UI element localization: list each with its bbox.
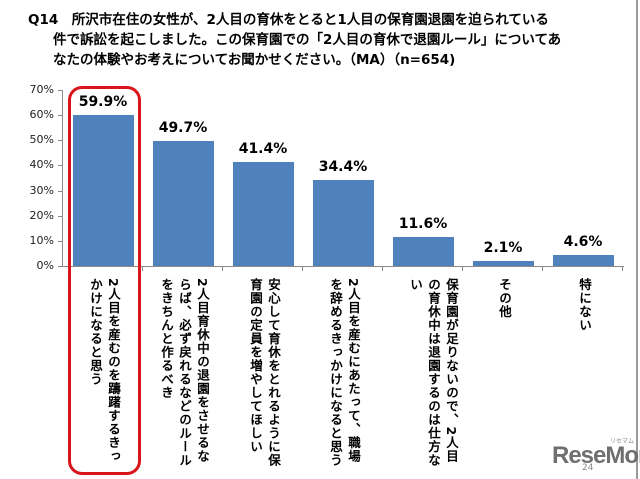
y-axis-mark — [58, 191, 63, 192]
title-line-1: Q14 所沢市在住の女性が、2人目の育休をとると1人目の保育園退園を迫られている — [28, 12, 549, 28]
y-tick-40: 40% — [29, 158, 54, 171]
x-axis-mark — [222, 266, 223, 271]
x-axis-mark — [302, 266, 303, 271]
value-label-4: 11.6% — [398, 216, 448, 232]
x-axis-mark — [622, 266, 623, 271]
category-label-1: 2人目育休中の退園をさせるならば、必ず戻れるなどのルールをきちんと作るべき — [159, 278, 210, 467]
bar-3 — [313, 180, 374, 266]
value-label-2: 41.4% — [238, 141, 288, 157]
bar-5 — [473, 261, 534, 266]
x-axis-mark — [142, 266, 143, 271]
y-axis-mark — [58, 115, 63, 116]
category-label-5: その他 — [497, 278, 512, 319]
bar-0 — [73, 115, 134, 266]
y-tick-60: 60% — [29, 108, 54, 121]
title-line-2: 件で訴訟を起こしました。この保育園での「2人目の育休で退園ルール」についてあ — [53, 32, 562, 48]
chart-title: Q14 所沢市在住の女性が、2人目の育休をとると1人目の保育園退園を迫られている… — [28, 10, 628, 70]
y-axis-mark — [58, 165, 63, 166]
y-axis-mark — [58, 140, 63, 141]
y-tick-50: 50% — [29, 133, 54, 146]
x-axis-mark — [462, 266, 463, 271]
category-label-6: 特にない — [577, 278, 592, 332]
value-label-0: 59.9% — [78, 94, 128, 110]
slide-border — [636, 0, 638, 479]
value-label-5: 2.1% — [483, 240, 523, 256]
category-label-0: 2人目を産むのを躊躇するきっかけになると思う — [88, 278, 121, 464]
category-label-3: 2人目を産むにあたって、職場を辞めるきっかけになると思う — [328, 278, 361, 467]
x-axis-mark — [382, 266, 383, 271]
y-tick-10: 10% — [29, 234, 54, 247]
resemom-logo: ReseMom — [552, 442, 640, 469]
logo-kana: リセマム — [610, 438, 635, 445]
y-axis-mark — [58, 90, 63, 91]
category-label-4: 保育園が足りないので、2人目の育休中は退園するのは仕方ない — [408, 278, 459, 467]
highlight-box — [68, 86, 141, 475]
value-label-3: 34.4% — [318, 159, 368, 175]
y-axis-line — [62, 90, 63, 267]
bar-2 — [233, 162, 294, 266]
y-axis-mark — [58, 241, 63, 242]
y-tick-30: 30% — [29, 184, 54, 197]
value-label-6: 4.6% — [563, 234, 603, 250]
x-axis-mark — [542, 266, 543, 271]
y-axis-mark — [58, 216, 63, 217]
y-axis-mark — [58, 266, 63, 267]
value-label-1: 49.7% — [158, 120, 208, 136]
x-axis-line — [62, 266, 624, 267]
page-number: 24 — [582, 463, 594, 473]
y-tick-70: 70% — [29, 83, 54, 96]
category-label-2: 安心して育休をとれるように保育園の定員を増やしてほしい — [248, 278, 281, 467]
bar-4 — [393, 237, 454, 266]
bar-1 — [153, 141, 214, 266]
y-tick-20: 20% — [29, 209, 54, 222]
y-tick-0: 0% — [36, 259, 54, 272]
bar-6 — [553, 255, 614, 266]
title-line-3: なたの体験やお考えについてお聞かせください。（MA）（n=654) — [53, 52, 456, 68]
